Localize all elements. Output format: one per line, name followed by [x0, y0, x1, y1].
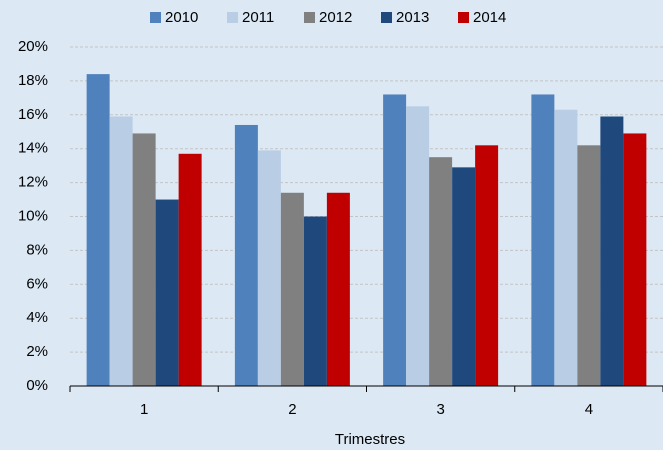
legend-swatch — [458, 12, 469, 23]
bar — [326, 192, 350, 386]
y-tick-label: 8% — [26, 241, 48, 258]
legend-label: 2014 — [473, 9, 506, 26]
legend-swatch — [304, 12, 315, 23]
y-tick-label: 6% — [26, 275, 48, 292]
y-tick-label: 18% — [18, 72, 48, 89]
legend-swatch — [381, 12, 392, 23]
bar — [178, 153, 202, 386]
legend-label: 2012 — [319, 9, 352, 26]
y-tick-label: 0% — [26, 377, 48, 394]
y-tick-label: 10% — [18, 207, 48, 224]
bar — [554, 109, 578, 386]
bar — [452, 167, 476, 386]
bar — [86, 74, 110, 387]
bar — [280, 192, 304, 386]
x-tick-label: 4 — [585, 401, 593, 418]
bar — [132, 133, 156, 386]
x-tick-label: 3 — [436, 401, 444, 418]
y-tick-label: 16% — [18, 106, 48, 123]
bar — [383, 94, 407, 387]
y-tick-label: 20% — [18, 38, 48, 55]
legend-swatch — [227, 12, 238, 23]
bar — [577, 145, 601, 386]
legend-swatch — [150, 12, 161, 23]
legend-label: 2011 — [242, 9, 274, 26]
bar — [109, 116, 133, 387]
x-axis-label: Trimestres — [335, 431, 405, 448]
x-tick-label: 2 — [288, 401, 296, 418]
bar — [531, 94, 555, 387]
y-tick-label: 12% — [18, 174, 48, 191]
bar — [475, 145, 499, 386]
y-tick-label: 14% — [18, 140, 48, 157]
bar — [429, 157, 453, 386]
bar — [623, 133, 647, 386]
bar — [303, 216, 327, 386]
bar — [406, 106, 430, 386]
bar — [155, 199, 179, 386]
legend-label: 2013 — [396, 9, 429, 26]
y-tick-label: 4% — [26, 309, 48, 326]
y-tick-label: 2% — [26, 343, 48, 360]
x-tick-label: 1 — [140, 401, 148, 418]
bar — [234, 124, 258, 386]
bar — [600, 116, 624, 387]
bar — [257, 150, 281, 386]
legend-label: 2010 — [165, 9, 198, 26]
